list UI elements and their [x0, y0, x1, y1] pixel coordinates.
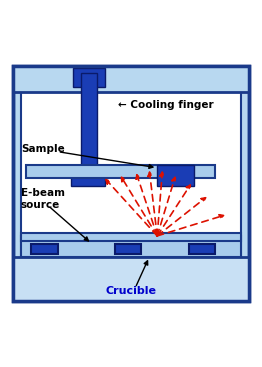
Bar — [81, 73, 97, 170]
Bar — [13, 66, 249, 92]
Text: Crucible: Crucible — [106, 286, 156, 296]
Bar — [189, 244, 215, 254]
Bar — [21, 92, 241, 275]
Text: Sample: Sample — [21, 145, 65, 155]
Bar — [71, 168, 105, 186]
Bar — [21, 236, 241, 257]
Bar — [13, 257, 249, 301]
Bar — [21, 233, 241, 241]
Bar — [157, 165, 194, 186]
Text: ← Cooling finger: ← Cooling finger — [118, 100, 214, 110]
Bar — [26, 165, 215, 178]
Bar — [31, 244, 58, 254]
Bar — [115, 244, 141, 254]
Bar — [73, 68, 105, 87]
Text: E-beam
source: E-beam source — [21, 188, 65, 210]
